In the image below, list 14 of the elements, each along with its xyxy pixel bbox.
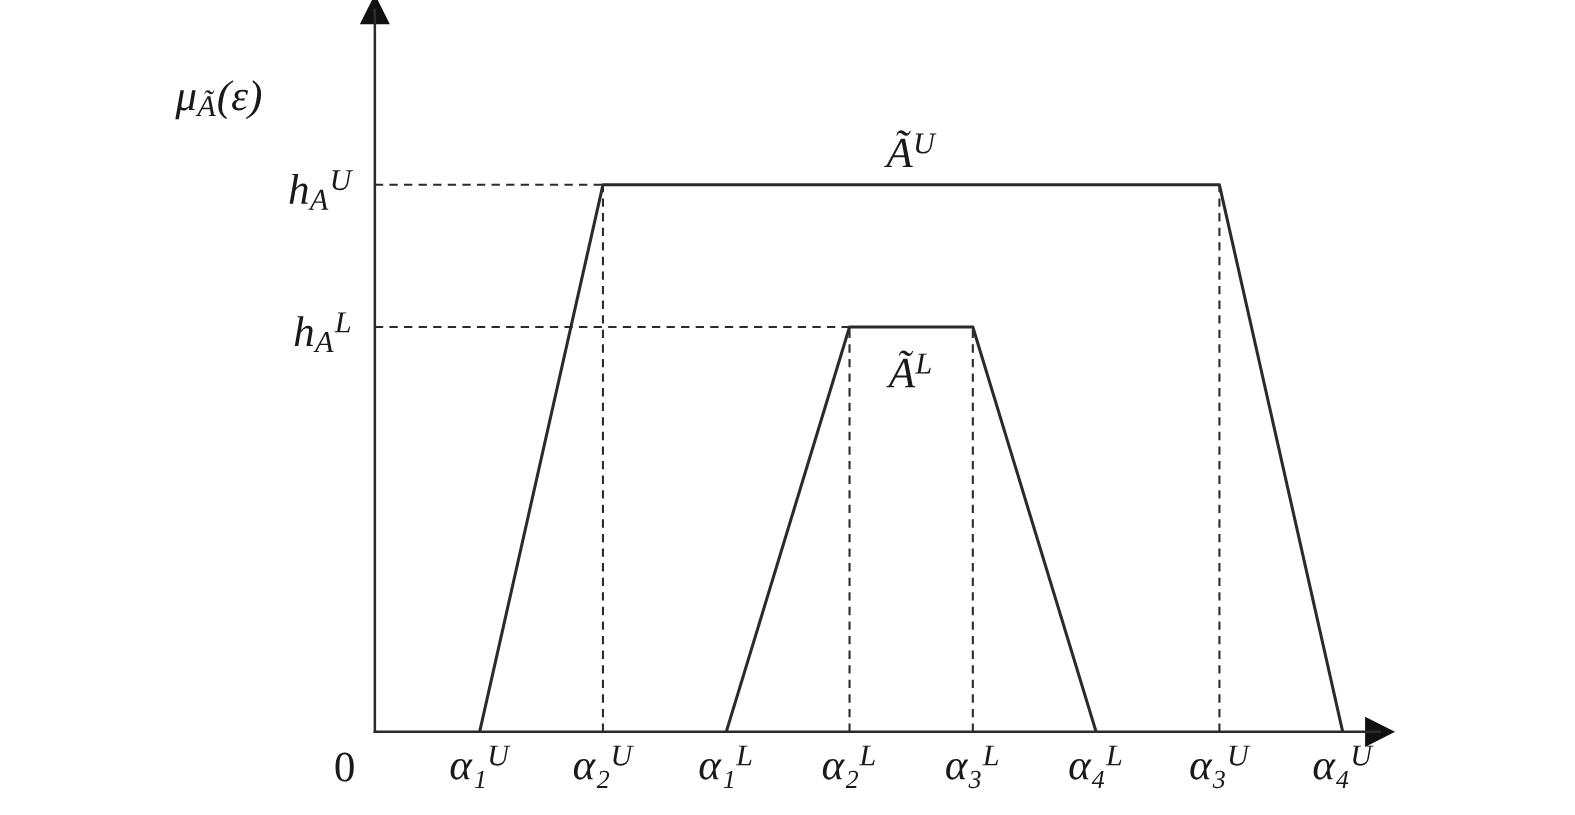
- ref-line-label: h$_{A}$$^{U}$: [289, 170, 354, 210]
- x-tick-label: α₄$^{L}$: [1069, 745, 1122, 788]
- x-tick-label: α₁$^{L}$: [699, 745, 752, 788]
- x-tick-label: α₃$^{L}$: [946, 745, 999, 789]
- x-tick-label: α₂$^{U}$: [573, 745, 634, 788]
- series-label: Ã$^{U}$: [884, 130, 937, 168]
- x-tick-label: α₂$^{L}$: [822, 745, 875, 788]
- series-label: Ã$^{L}$: [886, 350, 931, 388]
- ref-line-label: h$_{A}$$^{L}$: [294, 312, 351, 352]
- y-axis-title: μ$_{Ã}$(ε): [175, 80, 262, 120]
- x-tick-label: α₄$^{U}$: [1313, 745, 1374, 788]
- x-tick-label: α₃$^{U}$: [1190, 745, 1251, 789]
- text: 0: [335, 752, 354, 782]
- x-tick-label: α₁$^{U}$: [450, 745, 511, 788]
